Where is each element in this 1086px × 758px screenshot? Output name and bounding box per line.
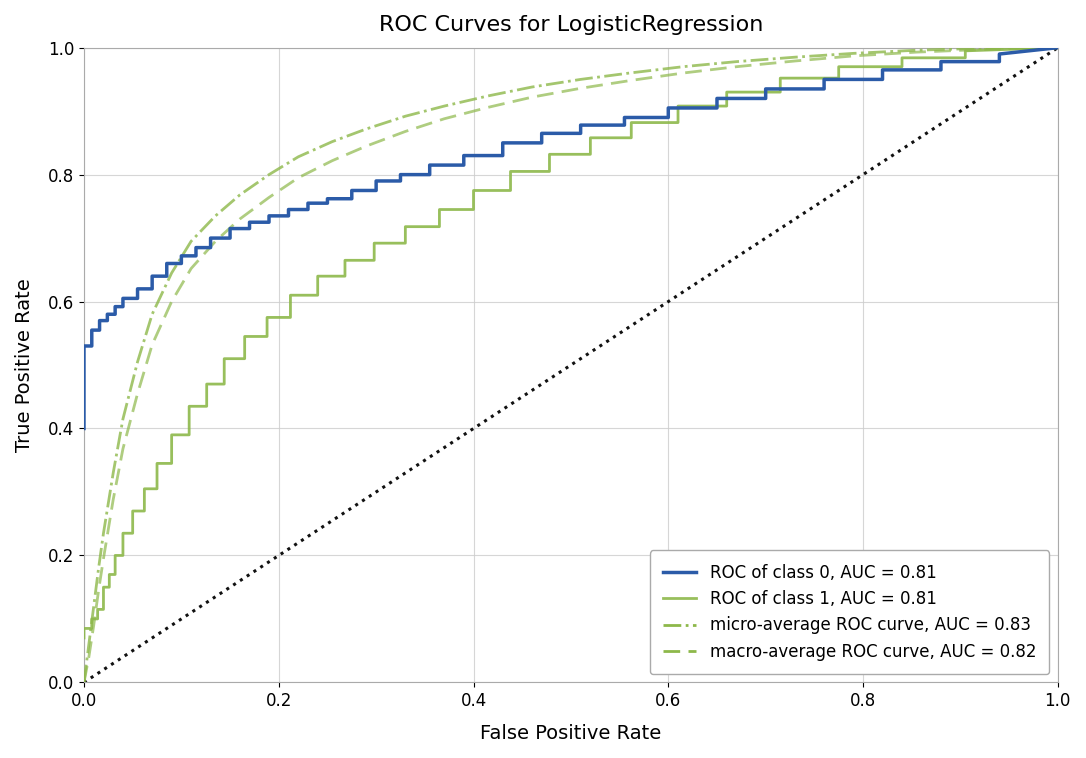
Title: ROC Curves for LogisticRegression: ROC Curves for LogisticRegression — [379, 15, 763, 35]
Y-axis label: True Positive Rate: True Positive Rate — [15, 278, 34, 452]
Legend: ROC of class 0, AUC = 0.81, ROC of class 1, AUC = 0.81, micro-average ROC curve,: ROC of class 0, AUC = 0.81, ROC of class… — [649, 550, 1049, 674]
X-axis label: False Positive Rate: False Positive Rate — [480, 724, 661, 743]
